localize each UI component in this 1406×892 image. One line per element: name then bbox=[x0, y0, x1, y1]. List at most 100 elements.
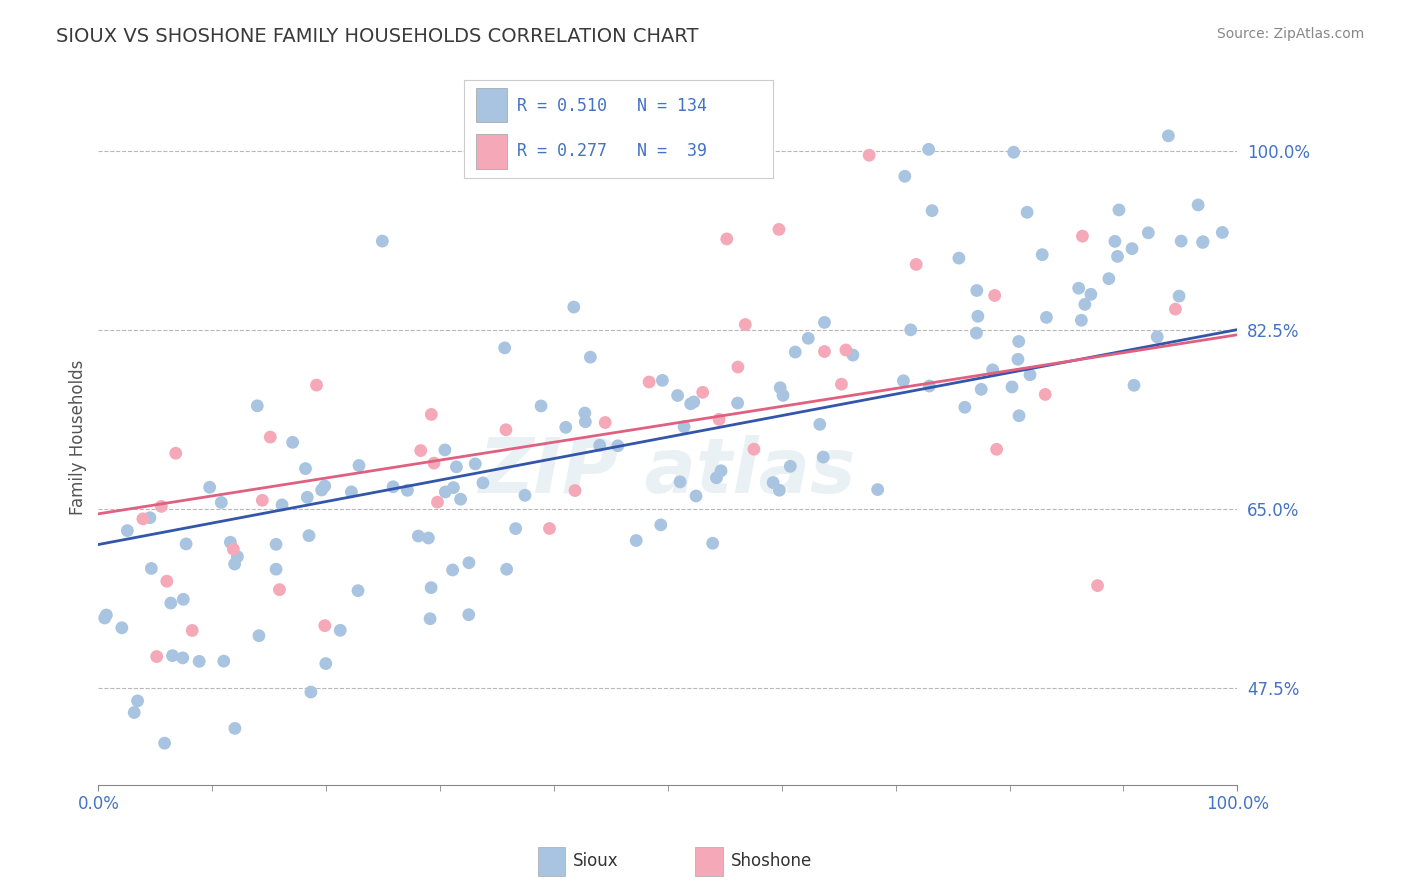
Point bbox=[269, 582, 291, 597]
Point bbox=[650, 517, 672, 532]
Point bbox=[495, 562, 517, 576]
Point bbox=[1168, 289, 1191, 303]
Point bbox=[970, 382, 993, 396]
Point bbox=[1019, 368, 1042, 382]
Point bbox=[813, 344, 835, 359]
Point bbox=[264, 537, 287, 551]
Point bbox=[311, 483, 333, 497]
Point bbox=[139, 510, 162, 524]
Text: Shoshone: Shoshone bbox=[731, 852, 811, 870]
Point bbox=[830, 377, 852, 392]
Point bbox=[382, 480, 405, 494]
Point bbox=[589, 438, 612, 452]
Point bbox=[294, 461, 316, 475]
Point bbox=[769, 381, 792, 395]
Point bbox=[271, 498, 294, 512]
Point bbox=[172, 651, 194, 665]
Point bbox=[762, 475, 785, 490]
Point bbox=[434, 484, 457, 499]
Point bbox=[983, 288, 1005, 302]
Point bbox=[727, 396, 749, 410]
Point bbox=[1033, 387, 1056, 401]
Point bbox=[259, 430, 281, 444]
Point bbox=[682, 395, 704, 409]
Point bbox=[409, 443, 432, 458]
Point bbox=[918, 379, 941, 393]
Point bbox=[1087, 579, 1109, 593]
Point bbox=[1211, 226, 1233, 240]
Point bbox=[727, 359, 749, 374]
Point bbox=[768, 222, 790, 236]
Point bbox=[965, 326, 987, 340]
Text: Sioux: Sioux bbox=[574, 852, 619, 870]
Point bbox=[127, 694, 149, 708]
Point bbox=[181, 624, 204, 638]
Point bbox=[450, 492, 472, 507]
Point bbox=[811, 450, 834, 464]
Point bbox=[1008, 409, 1031, 423]
Point bbox=[772, 388, 794, 402]
Point bbox=[226, 549, 249, 564]
Point bbox=[505, 522, 527, 536]
Point bbox=[188, 654, 211, 668]
Point bbox=[894, 169, 917, 184]
Point bbox=[314, 479, 336, 493]
Point bbox=[842, 348, 865, 362]
Bar bbox=[477, 134, 508, 169]
Point bbox=[624, 533, 647, 548]
Point bbox=[1070, 313, 1092, 327]
Point bbox=[464, 457, 486, 471]
Text: SIOUX VS SHOSHONE FAMILY HOUSEHOLDS CORRELATION CHART: SIOUX VS SHOSHONE FAMILY HOUSEHOLDS CORR… bbox=[56, 27, 699, 45]
Point bbox=[785, 345, 807, 359]
Point bbox=[247, 629, 270, 643]
Point bbox=[1108, 202, 1130, 217]
Point bbox=[446, 459, 468, 474]
Point bbox=[692, 385, 714, 400]
Point bbox=[264, 562, 287, 576]
Point bbox=[298, 528, 321, 542]
Point bbox=[156, 574, 179, 589]
Point bbox=[495, 423, 517, 437]
Point bbox=[347, 583, 370, 598]
Point bbox=[666, 388, 689, 402]
Point bbox=[734, 318, 756, 332]
Point bbox=[141, 561, 163, 575]
Bar bbox=[537, 847, 565, 876]
Point bbox=[905, 257, 928, 271]
Point bbox=[299, 685, 322, 699]
Point bbox=[1104, 235, 1126, 249]
Point bbox=[433, 442, 456, 457]
Bar bbox=[477, 88, 508, 122]
Point bbox=[685, 489, 707, 503]
Point bbox=[966, 284, 988, 298]
Point bbox=[706, 471, 728, 485]
Point bbox=[1098, 271, 1121, 285]
Point bbox=[150, 500, 173, 514]
Point bbox=[305, 378, 328, 392]
Point bbox=[212, 654, 235, 668]
Point bbox=[742, 442, 765, 457]
Text: Source: ZipAtlas.com: Source: ZipAtlas.com bbox=[1216, 27, 1364, 41]
Point bbox=[281, 435, 304, 450]
Point bbox=[396, 483, 419, 498]
Point bbox=[96, 607, 118, 622]
Point bbox=[779, 459, 801, 474]
Point bbox=[1121, 242, 1143, 256]
Point bbox=[953, 401, 976, 415]
Point bbox=[145, 649, 167, 664]
Point bbox=[1002, 145, 1025, 160]
Point bbox=[900, 323, 922, 337]
Point bbox=[162, 648, 184, 663]
Point bbox=[122, 706, 145, 720]
Point bbox=[530, 399, 553, 413]
Point bbox=[1146, 330, 1168, 344]
Point bbox=[564, 483, 586, 498]
Point bbox=[1187, 198, 1209, 212]
Point bbox=[419, 612, 441, 626]
Point bbox=[224, 722, 246, 736]
Text: R = 0.510   N = 134: R = 0.510 N = 134 bbox=[516, 97, 707, 115]
Point bbox=[1123, 378, 1146, 392]
Point bbox=[716, 232, 738, 246]
Point bbox=[340, 484, 363, 499]
Point bbox=[132, 512, 155, 526]
